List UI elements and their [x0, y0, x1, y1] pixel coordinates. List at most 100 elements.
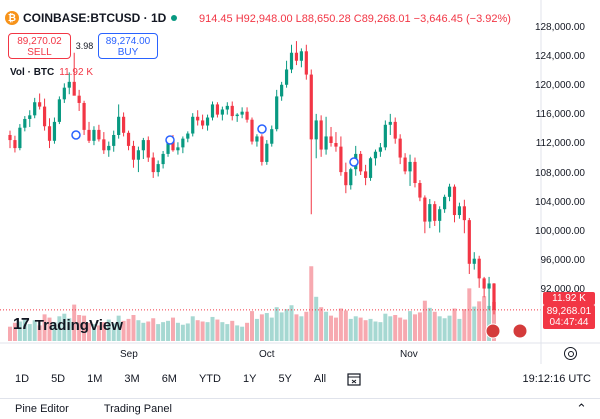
volume-bar: [467, 288, 472, 341]
volume-bar: [180, 324, 185, 341]
range-1d[interactable]: 1D: [15, 373, 30, 385]
volume-bar: [190, 316, 195, 341]
time-label-sep: Sep: [120, 349, 138, 360]
candle: [215, 102, 220, 118]
sell-button[interactable]: 89,270.02 SELL: [8, 33, 71, 59]
candle: [131, 140, 136, 168]
candle: [408, 154, 412, 186]
volume-bar: [230, 320, 235, 341]
volume-bar: [437, 316, 442, 341]
range-5d[interactable]: 5D: [51, 373, 66, 385]
volume-bar: [378, 322, 383, 341]
range-3m[interactable]: 3M: [124, 373, 140, 385]
us-flag-event-icon: [512, 323, 528, 339]
range-1m[interactable]: 1M: [87, 373, 103, 385]
candle: [52, 117, 57, 144]
tradingview-logo[interactable]: 17 TradingView: [13, 316, 123, 334]
candle: [136, 146, 141, 173]
tab-pine-editor[interactable]: Pine Editor: [15, 403, 69, 415]
candle: [102, 132, 106, 154]
price-axis-label: 92,000.00: [540, 284, 586, 295]
buy-button[interactable]: 89,274.00 BUY: [98, 33, 158, 59]
candle: [472, 252, 476, 270]
candle: [359, 150, 363, 176]
volume-bar: [417, 312, 422, 341]
symbol-title[interactable]: COINBASE:BTCUSD · 1D: [23, 11, 167, 25]
range-6m[interactable]: 6M: [161, 373, 177, 385]
bitcoin-icon: ₿: [5, 11, 19, 25]
candle: [393, 117, 397, 144]
volume-bar: [200, 321, 205, 341]
range-1y[interactable]: 1Y: [242, 373, 257, 385]
candle: [319, 115, 323, 157]
volume-bar: [363, 320, 368, 341]
candle: [423, 195, 427, 234]
volume-bar: [408, 311, 413, 341]
volume-bar: [477, 301, 482, 341]
volume-legend[interactable]: Vol · BTC 11.92 K: [10, 67, 93, 78]
volume-bar: [131, 315, 136, 341]
volume-bar: [210, 316, 215, 341]
volume-bar: [151, 318, 156, 341]
candle: [309, 69, 313, 215]
volume-bar: [259, 314, 264, 341]
volume-bar: [319, 307, 324, 341]
candle: [141, 137, 145, 159]
candle: [146, 136, 150, 162]
date-range-calendar-icon[interactable]: [347, 372, 361, 386]
volume-bar: [269, 317, 274, 341]
candle: [314, 113, 318, 159]
bottom-panel-tabs: Pine Editor Trading Panel ⌃: [0, 398, 600, 419]
volume-bar: [304, 311, 309, 341]
volume-bar: [250, 311, 254, 341]
volume-bar: [166, 320, 171, 341]
volume-bar: [353, 316, 358, 341]
collapse-chevron-icon[interactable]: ⌃: [576, 401, 587, 416]
market-status-dot: [171, 15, 178, 21]
range-all[interactable]: All: [313, 373, 327, 385]
settings-gear-icon[interactable]: [564, 347, 577, 360]
candle: [447, 183, 452, 202]
candle: [151, 152, 155, 178]
volume-bar: [329, 315, 334, 341]
candle: [265, 140, 269, 165]
volume-tag: 11.92 K: [543, 292, 595, 305]
volume-bar: [398, 317, 403, 341]
event-marker-icon: [165, 135, 175, 145]
range-ytd[interactable]: YTD: [198, 373, 221, 385]
utc-clock[interactable]: 19:12:16 UTC: [522, 373, 591, 385]
candle: [235, 113, 239, 122]
candle: [13, 135, 17, 153]
volume-bar: [170, 317, 175, 341]
volume-bar: [136, 320, 141, 341]
volume-bar: [427, 307, 432, 341]
price-axis-label: 108,000.00: [534, 167, 585, 179]
volume-bar: [175, 322, 180, 341]
candle: [117, 104, 121, 139]
candle: [373, 149, 378, 166]
candle: [492, 283, 496, 315]
candle: [289, 44, 294, 74]
symbol-header[interactable]: ₿ COINBASE:BTCUSD · 1D: [0, 8, 178, 28]
candle: [8, 130, 12, 149]
volume-bar: [185, 323, 190, 341]
volume-bar: [487, 305, 492, 341]
tab-trading-panel[interactable]: Trading Panel: [103, 403, 172, 415]
volume-bar: [235, 325, 240, 341]
candle: [126, 130, 131, 151]
candle: [47, 118, 52, 149]
candle: [87, 121, 91, 143]
time-label-oct: Oct: [259, 349, 275, 360]
volume-value: 11.92 K: [59, 67, 93, 78]
candle: [161, 150, 165, 169]
price-axis-label: 128,000.00: [534, 22, 585, 33]
candle: [77, 89, 81, 111]
candle: [201, 114, 205, 130]
candle: [438, 206, 442, 233]
range-5y[interactable]: 5Y: [278, 373, 292, 385]
candle: [443, 194, 447, 213]
volume-bar: [264, 313, 269, 341]
volume-bar: [432, 311, 437, 341]
candle: [294, 41, 299, 66]
